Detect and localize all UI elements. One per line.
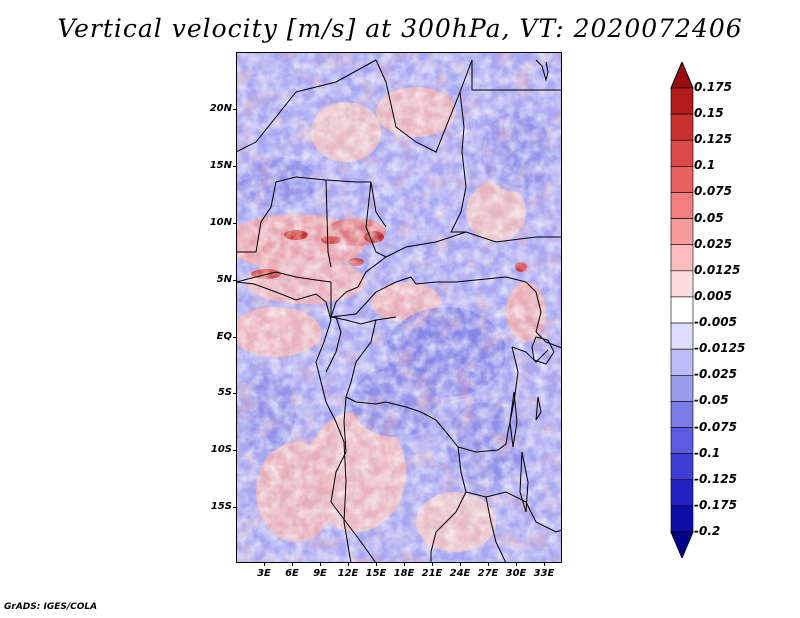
lat-tick bbox=[233, 223, 237, 224]
colorbar-segment bbox=[670, 453, 694, 481]
colorbar-segment bbox=[670, 192, 694, 219]
lat-label-20n: 20N bbox=[209, 103, 232, 114]
colorbar-label: 0.075 bbox=[694, 184, 732, 199]
lat-label-5s: 5S bbox=[217, 387, 232, 398]
colorbar-label: -0.125 bbox=[694, 471, 737, 486]
lat-label-5n: 5N bbox=[216, 274, 232, 285]
colorbar-label: -0.025 bbox=[694, 367, 737, 382]
lon-label-33e: 33E bbox=[533, 568, 555, 579]
chart-title: Vertical velocity [m/s] at 300hPa, VT: 2… bbox=[57, 14, 743, 43]
colorbar-segment bbox=[670, 322, 694, 350]
lat-label-10s: 10S bbox=[210, 444, 232, 455]
colorbar-label: -0.075 bbox=[694, 419, 737, 434]
colorbar-segment bbox=[670, 348, 694, 376]
lon-tick bbox=[488, 562, 489, 566]
lon-label-27e: 27E bbox=[477, 568, 499, 579]
lon-label-24e: 24E bbox=[449, 568, 471, 579]
colorbar-segment bbox=[670, 427, 694, 454]
colorbar-bottom-triangle bbox=[670, 531, 694, 558]
colorbar-label: -0.005 bbox=[694, 315, 737, 330]
lat-tick bbox=[233, 393, 237, 394]
lat-label-eq: EQ bbox=[216, 331, 232, 342]
velocity-map bbox=[226, 52, 563, 564]
lon-label-15e: 15E bbox=[365, 568, 387, 579]
colorbar-label: 0.175 bbox=[694, 80, 732, 94]
colorbar-label: 0.025 bbox=[694, 236, 732, 251]
lat-label-15s: 15S bbox=[210, 501, 232, 512]
colorbar-segment bbox=[670, 374, 694, 402]
colorbar-label: 0.125 bbox=[694, 132, 732, 147]
lon-tick bbox=[320, 562, 321, 566]
colorbar-label: -0.1 bbox=[694, 445, 721, 460]
colorbar-segment bbox=[670, 218, 694, 246]
footer-credit: GrADS: IGES/COLA bbox=[4, 602, 98, 612]
lat-tick bbox=[233, 166, 237, 167]
red-sea-coast bbox=[535, 59, 549, 82]
colorbar-segment bbox=[670, 401, 694, 428]
colorbar-segment bbox=[670, 296, 694, 324]
colorbar-label: 0.05 bbox=[694, 210, 724, 225]
lat-label-10n: 10N bbox=[209, 217, 232, 228]
colorbar-segment bbox=[670, 244, 694, 272]
lon-tick bbox=[292, 562, 293, 566]
colorbar-segment bbox=[670, 479, 694, 507]
colorbar-segment bbox=[670, 505, 694, 533]
lon-tick bbox=[404, 562, 405, 566]
lon-label-3e: 3E bbox=[257, 568, 271, 579]
colorbar bbox=[670, 62, 694, 558]
lon-label-9e: 9E bbox=[313, 568, 327, 579]
colorbar-segment bbox=[670, 87, 694, 115]
colorbar-label: 0.1 bbox=[694, 158, 716, 173]
colorbar-label: 0.15 bbox=[694, 106, 724, 121]
colorbar-top-triangle bbox=[670, 62, 694, 89]
colorbar-label: 0.0125 bbox=[694, 262, 741, 277]
colorbar-label: -0.05 bbox=[694, 393, 729, 408]
lon-label-12e: 12E bbox=[337, 568, 359, 579]
lon-tick bbox=[516, 562, 517, 566]
lat-tick bbox=[233, 280, 237, 281]
lat-tick bbox=[233, 507, 237, 508]
lon-tick bbox=[460, 562, 461, 566]
colorbar-label: -0.0125 bbox=[694, 341, 746, 356]
lat-tick bbox=[233, 109, 237, 110]
lon-tick bbox=[432, 562, 433, 566]
colorbar-label: -0.175 bbox=[694, 497, 737, 512]
velocity-field bbox=[226, 52, 563, 564]
lon-label-21e: 21E bbox=[421, 568, 443, 579]
lon-tick bbox=[348, 562, 349, 566]
country-borders bbox=[235, 59, 563, 564]
lon-label-18e: 18E bbox=[393, 568, 415, 579]
lon-tick bbox=[544, 562, 545, 566]
lon-label-30e: 30E bbox=[505, 568, 527, 579]
lon-label-6e: 6E bbox=[285, 568, 299, 579]
lat-tick bbox=[233, 450, 237, 451]
coastline bbox=[235, 281, 352, 564]
lat-label-15n: 15N bbox=[209, 160, 232, 171]
colorbar-label: 0.005 bbox=[694, 288, 732, 303]
lakes bbox=[509, 336, 555, 513]
lon-tick bbox=[264, 562, 265, 566]
colorbar-segment bbox=[670, 166, 694, 193]
field-texture-red bbox=[236, 52, 562, 563]
colorbar-segment bbox=[670, 113, 694, 141]
colorbar-segment bbox=[670, 270, 694, 298]
colorbar-label: -0.2 bbox=[694, 524, 721, 538]
colorbar-segment bbox=[670, 139, 694, 167]
lat-tick bbox=[233, 337, 237, 338]
lon-tick bbox=[376, 562, 377, 566]
